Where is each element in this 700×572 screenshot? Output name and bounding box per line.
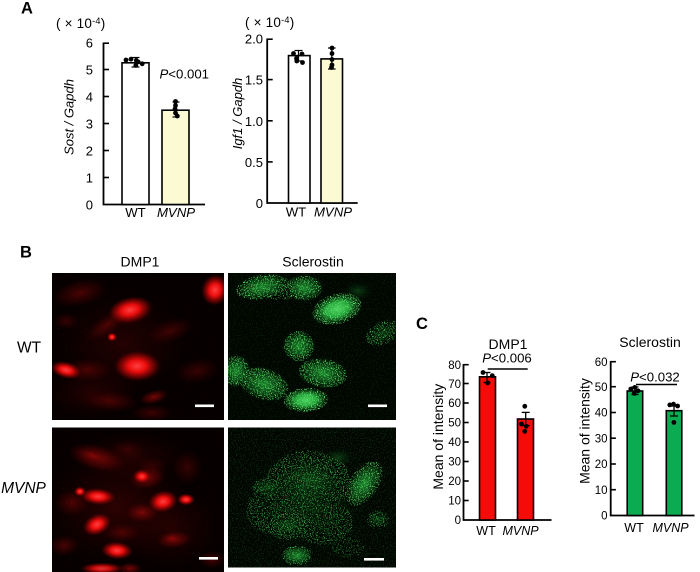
svg-text:( × 10-4): ( × 10-4)	[245, 15, 294, 30]
svg-text:1.0: 1.0	[245, 114, 263, 129]
svg-text:Mean of intensity: Mean of intensity	[577, 378, 593, 484]
svg-text:60: 60	[448, 398, 461, 410]
svg-text:C: C	[416, 315, 428, 333]
svg-text:WT: WT	[17, 340, 42, 357]
svg-text:WT: WT	[286, 205, 307, 220]
svg-text:50: 50	[448, 418, 461, 430]
svg-text:0: 0	[86, 198, 93, 213]
svg-text:4: 4	[86, 90, 93, 105]
svg-text:P<0.001: P<0.001	[160, 67, 210, 82]
svg-text:Sclerostin: Sclerostin	[282, 254, 343, 270]
svg-text:MVNP: MVNP	[1, 480, 46, 497]
svg-text:B: B	[20, 244, 32, 262]
svg-text:60: 60	[595, 357, 608, 369]
svg-text:P<0.032: P<0.032	[630, 370, 680, 385]
svg-text:5: 5	[86, 63, 93, 78]
svg-text:DMP1: DMP1	[121, 254, 160, 270]
svg-text:DMP1: DMP1	[489, 336, 528, 352]
svg-text:WT: WT	[624, 521, 644, 535]
svg-text:0.5: 0.5	[245, 155, 263, 170]
svg-text:40: 40	[595, 408, 608, 420]
svg-text:A: A	[21, 0, 33, 18]
svg-text:1: 1	[86, 171, 93, 186]
svg-text:2: 2	[86, 144, 93, 159]
svg-text:Sclerostin: Sclerostin	[619, 334, 680, 350]
svg-text:70: 70	[448, 379, 461, 391]
svg-text:0: 0	[601, 511, 607, 523]
svg-text:2.0: 2.0	[245, 32, 263, 47]
svg-text:MVNP: MVNP	[314, 205, 352, 220]
svg-text:MVNP: MVNP	[502, 524, 539, 538]
svg-text:WT: WT	[476, 524, 496, 538]
svg-text:50: 50	[595, 382, 608, 394]
svg-text:0: 0	[455, 515, 461, 527]
svg-text:30: 30	[595, 433, 608, 445]
svg-text:P<0.006: P<0.006	[482, 351, 532, 366]
svg-text:30: 30	[448, 457, 461, 469]
svg-text:1.5: 1.5	[245, 73, 263, 88]
svg-text:40: 40	[448, 437, 461, 449]
svg-text:20: 20	[448, 476, 461, 488]
svg-text:Igf1 / Gapdh: Igf1 / Gapdh	[230, 78, 245, 150]
svg-text:0: 0	[256, 196, 263, 211]
svg-text:6: 6	[86, 36, 93, 51]
svg-text:MVNP: MVNP	[652, 521, 689, 535]
svg-text:Mean of intensity: Mean of intensity	[430, 384, 446, 490]
svg-text:MVNP: MVNP	[157, 205, 195, 220]
svg-text:3: 3	[86, 117, 93, 132]
svg-text:WT: WT	[125, 205, 146, 220]
svg-text:10: 10	[595, 485, 608, 497]
svg-text:( × 10-4): ( × 10-4)	[56, 16, 105, 31]
svg-text:20: 20	[595, 459, 608, 471]
svg-text:Sost / Gapdh: Sost / Gapdh	[62, 79, 77, 155]
svg-text:10: 10	[448, 496, 461, 508]
svg-text:80: 80	[448, 360, 461, 372]
